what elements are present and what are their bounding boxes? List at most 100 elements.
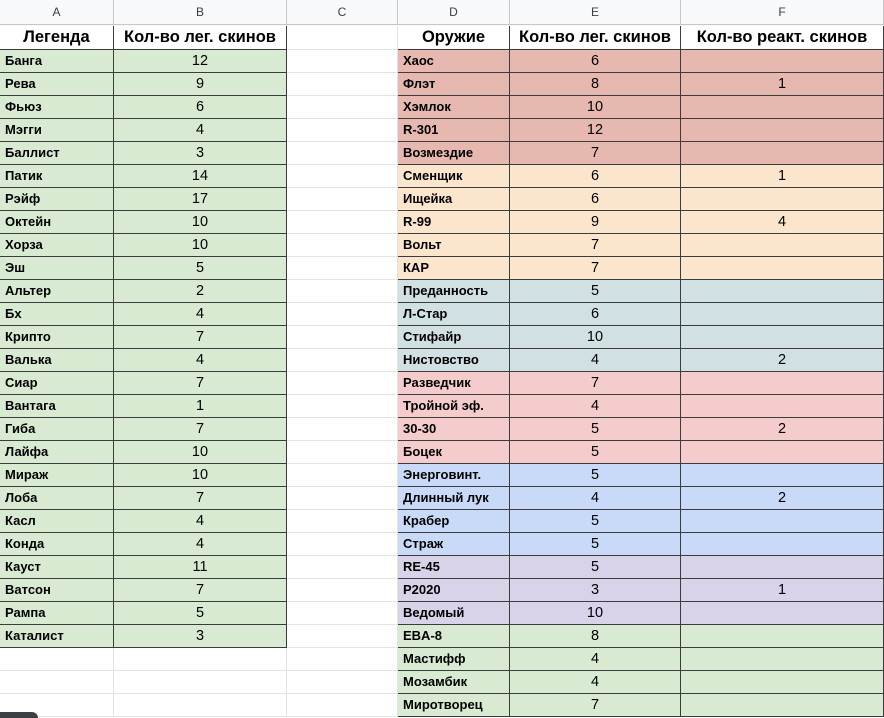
column-header-c[interactable]: C [287,0,398,25]
legend-name-cell[interactable]: Лайфа [0,441,114,464]
empty-cell[interactable] [114,648,287,671]
legend-skin-count-cell[interactable]: 11 [114,556,287,579]
weapon-reactive-count-cell[interactable] [681,188,884,211]
legend-skin-count-cell[interactable]: 12 [114,50,287,73]
weapon-legendary-count-cell[interactable]: 8 [510,73,681,96]
weapon-legendary-count-cell[interactable]: 8 [510,625,681,648]
weapon-legendary-count-cell[interactable]: 6 [510,303,681,326]
weapon-legendary-count-cell[interactable]: 4 [510,648,681,671]
weapon-legendary-count-cell[interactable]: 5 [510,441,681,464]
legend-name-cell[interactable]: Рампа [0,602,114,625]
weapon-name-cell[interactable]: R-99 [398,211,510,234]
weapon-reactive-count-cell[interactable] [681,96,884,119]
weapon-reactive-count-cell[interactable] [681,671,884,694]
weapon-legendary-count-cell[interactable]: 7 [510,142,681,165]
weapon-reactive-count-cell[interactable] [681,142,884,165]
empty-cell[interactable] [287,464,398,487]
weapon-reactive-count-cell[interactable] [681,441,884,464]
weapon-legendary-count-cell[interactable]: 5 [510,280,681,303]
weapon-name-cell[interactable]: EBA-8 [398,625,510,648]
weapon-table-header-legendary[interactable]: Кол-во лег. скинов [510,26,681,50]
legend-name-cell[interactable]: Крипто [0,326,114,349]
weapon-name-cell[interactable]: R-301 [398,119,510,142]
weapon-reactive-count-cell[interactable]: 2 [681,418,884,441]
empty-cell[interactable] [287,188,398,211]
legend-name-cell[interactable]: Эш [0,257,114,280]
empty-cell[interactable] [287,372,398,395]
legend-skin-count-cell[interactable]: 10 [114,211,287,234]
weapon-name-cell[interactable]: RE-45 [398,556,510,579]
column-header-a[interactable]: A [0,0,114,25]
weapon-reactive-count-cell[interactable]: 1 [681,165,884,188]
column-header-b[interactable]: B [114,0,287,25]
weapon-name-cell[interactable]: Сменщик [398,165,510,188]
legend-name-cell[interactable]: Лоба [0,487,114,510]
weapon-reactive-count-cell[interactable] [681,602,884,625]
weapon-reactive-count-cell[interactable]: 1 [681,73,884,96]
weapon-name-cell[interactable]: Вольт [398,234,510,257]
legend-skin-count-cell[interactable]: 7 [114,418,287,441]
legend-skin-count-cell[interactable]: 10 [114,464,287,487]
legend-skin-count-cell[interactable]: 4 [114,303,287,326]
weapon-name-cell[interactable]: Хэмлок [398,96,510,119]
weapon-legendary-count-cell[interactable]: 3 [510,579,681,602]
weapon-reactive-count-cell[interactable] [681,303,884,326]
empty-cell[interactable] [287,165,398,188]
weapon-reactive-count-cell[interactable] [681,119,884,142]
legend-name-cell[interactable]: Ватсон [0,579,114,602]
column-header-d[interactable]: D [398,0,510,25]
legend-skin-count-cell[interactable]: 3 [114,625,287,648]
weapon-name-cell[interactable]: Мастифф [398,648,510,671]
empty-cell[interactable] [287,26,398,50]
legend-skin-count-cell[interactable]: 3 [114,142,287,165]
weapon-name-cell[interactable]: Длинный лук [398,487,510,510]
legend-name-cell[interactable]: Касл [0,510,114,533]
empty-cell[interactable] [287,602,398,625]
weapon-legendary-count-cell[interactable]: 5 [510,418,681,441]
column-header-f[interactable]: F [681,0,884,25]
weapon-legendary-count-cell[interactable]: 5 [510,464,681,487]
weapon-reactive-count-cell[interactable] [681,50,884,73]
weapon-legendary-count-cell[interactable]: 5 [510,510,681,533]
weapon-legendary-count-cell[interactable]: 7 [510,257,681,280]
weapon-legendary-count-cell[interactable]: 10 [510,602,681,625]
empty-cell[interactable] [114,694,287,717]
legend-name-cell[interactable]: Патик [0,165,114,188]
legend-skin-count-cell[interactable]: 4 [114,349,287,372]
legend-name-cell[interactable]: Вантага [0,395,114,418]
weapon-name-cell[interactable]: КАР [398,257,510,280]
empty-cell[interactable] [287,50,398,73]
empty-cell[interactable] [287,671,398,694]
empty-cell[interactable] [287,648,398,671]
weapon-name-cell[interactable]: Разведчик [398,372,510,395]
empty-cell[interactable] [287,694,398,717]
empty-cell[interactable] [0,671,114,694]
weapon-table-header-reactive[interactable]: Кол-во реакт. скинов [681,26,884,50]
weapon-legendary-count-cell[interactable]: 6 [510,165,681,188]
weapon-name-cell[interactable]: Страж [398,533,510,556]
weapon-reactive-count-cell[interactable] [681,625,884,648]
legend-name-cell[interactable]: Альтер [0,280,114,303]
empty-cell[interactable] [287,234,398,257]
weapon-legendary-count-cell[interactable]: 7 [510,234,681,257]
empty-cell[interactable] [287,257,398,280]
weapon-name-cell[interactable]: Тройной эф. [398,395,510,418]
empty-cell[interactable] [287,418,398,441]
empty-cell[interactable] [287,510,398,533]
empty-cell[interactable] [287,625,398,648]
weapon-reactive-count-cell[interactable] [681,234,884,257]
weapon-legendary-count-cell[interactable]: 4 [510,487,681,510]
weapon-reactive-count-cell[interactable] [681,280,884,303]
weapon-legendary-count-cell[interactable]: 10 [510,326,681,349]
legend-name-cell[interactable]: Кауст [0,556,114,579]
legend-skin-count-cell[interactable]: 6 [114,96,287,119]
weapon-legendary-count-cell[interactable]: 9 [510,211,681,234]
legend-name-cell[interactable]: Каталист [0,625,114,648]
empty-cell[interactable] [287,533,398,556]
legend-skin-count-cell[interactable]: 7 [114,579,287,602]
empty-cell[interactable] [114,671,287,694]
weapon-name-cell[interactable]: Боцек [398,441,510,464]
weapon-name-cell[interactable]: 30-30 [398,418,510,441]
weapon-legendary-count-cell[interactable]: 6 [510,188,681,211]
weapon-reactive-count-cell[interactable] [681,648,884,671]
